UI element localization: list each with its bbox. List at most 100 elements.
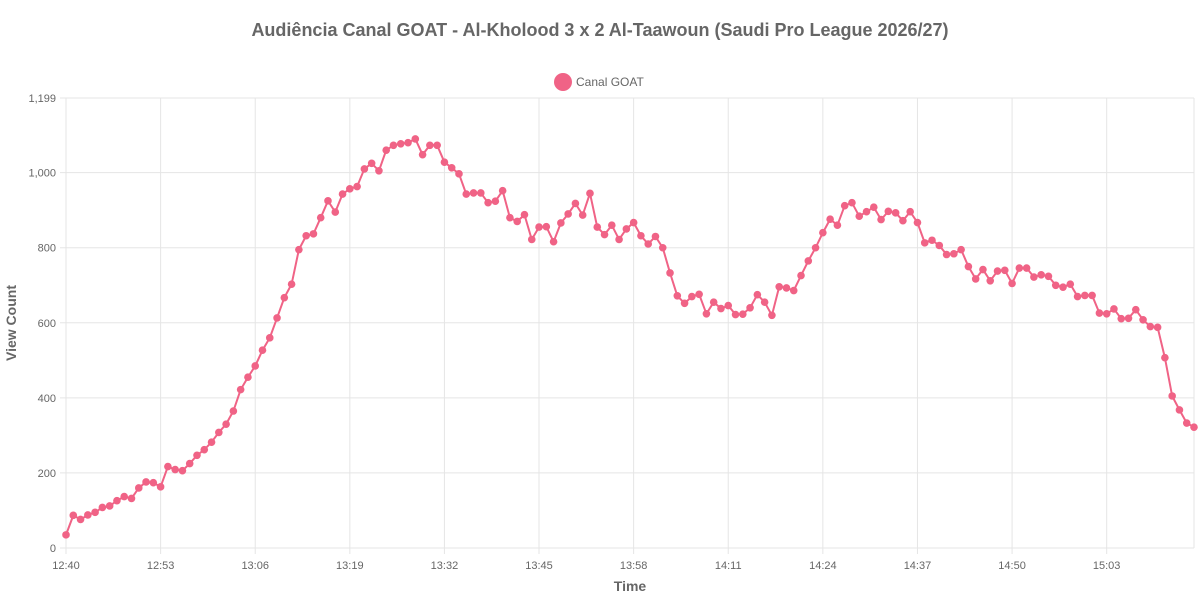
data-point[interactable] bbox=[1037, 270, 1045, 279]
data-point[interactable] bbox=[527, 235, 536, 244]
data-point[interactable] bbox=[731, 310, 740, 319]
data-point[interactable] bbox=[396, 139, 405, 148]
data-point[interactable] bbox=[353, 182, 361, 191]
data-point[interactable] bbox=[608, 221, 616, 230]
data-point[interactable] bbox=[702, 310, 711, 318]
data-point[interactable] bbox=[1153, 323, 1162, 332]
data-point[interactable] bbox=[265, 334, 274, 342]
data-point[interactable] bbox=[1139, 316, 1147, 324]
data-point[interactable] bbox=[127, 494, 136, 503]
data-point[interactable] bbox=[1161, 353, 1169, 362]
data-point[interactable] bbox=[1146, 322, 1155, 331]
data-point[interactable] bbox=[113, 496, 121, 505]
data-point[interactable] bbox=[120, 492, 129, 501]
data-point[interactable] bbox=[811, 243, 820, 252]
data-point[interactable] bbox=[1131, 305, 1140, 314]
data-point[interactable] bbox=[942, 250, 951, 259]
data-point[interactable] bbox=[178, 466, 187, 475]
data-point[interactable] bbox=[658, 243, 667, 252]
data-point[interactable] bbox=[826, 215, 834, 224]
data-point[interactable] bbox=[760, 298, 769, 306]
data-point[interactable] bbox=[542, 222, 551, 231]
data-point[interactable] bbox=[1051, 281, 1060, 290]
data-point[interactable] bbox=[629, 218, 638, 227]
data-point[interactable] bbox=[1073, 292, 1082, 301]
data-point[interactable] bbox=[91, 508, 99, 517]
data-point[interactable] bbox=[622, 225, 631, 233]
data-point[interactable] bbox=[484, 198, 492, 207]
data-point[interactable] bbox=[840, 201, 849, 210]
data-point[interactable] bbox=[1066, 280, 1075, 288]
data-point[interactable] bbox=[513, 217, 521, 226]
data-point[interactable] bbox=[1095, 309, 1104, 317]
data-point[interactable] bbox=[586, 189, 594, 198]
data-point[interactable] bbox=[455, 170, 463, 178]
data-point[interactable] bbox=[258, 346, 267, 355]
data-point[interactable] bbox=[76, 515, 85, 524]
data-point[interactable] bbox=[535, 223, 543, 231]
data-point[interactable] bbox=[1117, 314, 1126, 323]
data-point[interactable] bbox=[229, 407, 238, 415]
data-point[interactable] bbox=[1022, 264, 1031, 272]
legend[interactable]: Canal GOAT bbox=[554, 73, 644, 91]
data-point[interactable] bbox=[331, 208, 340, 216]
data-point[interactable] bbox=[440, 158, 449, 166]
data-point[interactable] bbox=[578, 211, 587, 219]
data-point[interactable] bbox=[680, 299, 689, 308]
data-point[interactable] bbox=[477, 189, 485, 197]
data-point[interactable] bbox=[971, 275, 980, 283]
data-point[interactable] bbox=[1000, 266, 1009, 275]
data-point[interactable] bbox=[433, 141, 441, 150]
data-point[interactable] bbox=[913, 218, 922, 227]
data-point[interactable] bbox=[367, 159, 376, 168]
data-point[interactable] bbox=[62, 531, 70, 539]
data-point[interactable] bbox=[935, 241, 944, 250]
data-point[interactable] bbox=[105, 502, 114, 510]
data-point[interactable] bbox=[986, 276, 995, 285]
data-point[interactable] bbox=[797, 271, 805, 280]
data-point[interactable] bbox=[993, 267, 1002, 275]
data-point[interactable] bbox=[156, 483, 165, 491]
data-point[interactable] bbox=[346, 185, 354, 193]
data-point[interactable] bbox=[324, 197, 332, 205]
data-point[interactable] bbox=[775, 282, 783, 291]
data-point[interactable] bbox=[149, 478, 158, 487]
data-point[interactable] bbox=[222, 420, 230, 428]
data-point[interactable] bbox=[1030, 273, 1038, 281]
data-point[interactable] bbox=[957, 245, 965, 254]
data-point[interactable] bbox=[1008, 279, 1016, 288]
data-point[interactable] bbox=[615, 235, 623, 244]
data-point[interactable] bbox=[819, 228, 827, 237]
data-point[interactable] bbox=[171, 465, 179, 474]
data-point[interactable] bbox=[600, 230, 609, 239]
data-point[interactable] bbox=[302, 231, 310, 240]
data-point[interactable] bbox=[571, 199, 580, 208]
data-point[interactable] bbox=[287, 280, 296, 288]
data-point[interactable] bbox=[593, 223, 602, 231]
data-point[interactable] bbox=[389, 141, 398, 150]
data-point[interactable] bbox=[549, 237, 558, 246]
data-point[interactable] bbox=[877, 215, 885, 224]
data-point[interactable] bbox=[1015, 264, 1024, 272]
data-point[interactable] bbox=[498, 186, 507, 195]
data-point[interactable] bbox=[666, 269, 674, 277]
data-point[interactable] bbox=[804, 257, 813, 265]
data-point[interactable] bbox=[717, 304, 725, 313]
data-point[interactable] bbox=[746, 303, 754, 312]
data-point[interactable] bbox=[964, 262, 973, 271]
data-point[interactable] bbox=[1081, 291, 1089, 300]
data-point[interactable] bbox=[1059, 283, 1067, 291]
data-point[interactable] bbox=[360, 165, 369, 173]
data-point[interactable] bbox=[338, 190, 347, 198]
data-point[interactable] bbox=[1088, 291, 1096, 300]
data-point[interactable] bbox=[1182, 419, 1191, 427]
data-point[interactable] bbox=[928, 236, 936, 245]
data-point[interactable] bbox=[164, 462, 172, 471]
data-point[interactable] bbox=[244, 373, 252, 382]
data-point[interactable] bbox=[404, 138, 412, 147]
data-point[interactable] bbox=[236, 385, 245, 394]
data-point[interactable] bbox=[382, 146, 391, 154]
data-point[interactable] bbox=[739, 310, 747, 318]
data-point[interactable] bbox=[316, 213, 325, 222]
data-point[interactable] bbox=[1102, 310, 1111, 318]
